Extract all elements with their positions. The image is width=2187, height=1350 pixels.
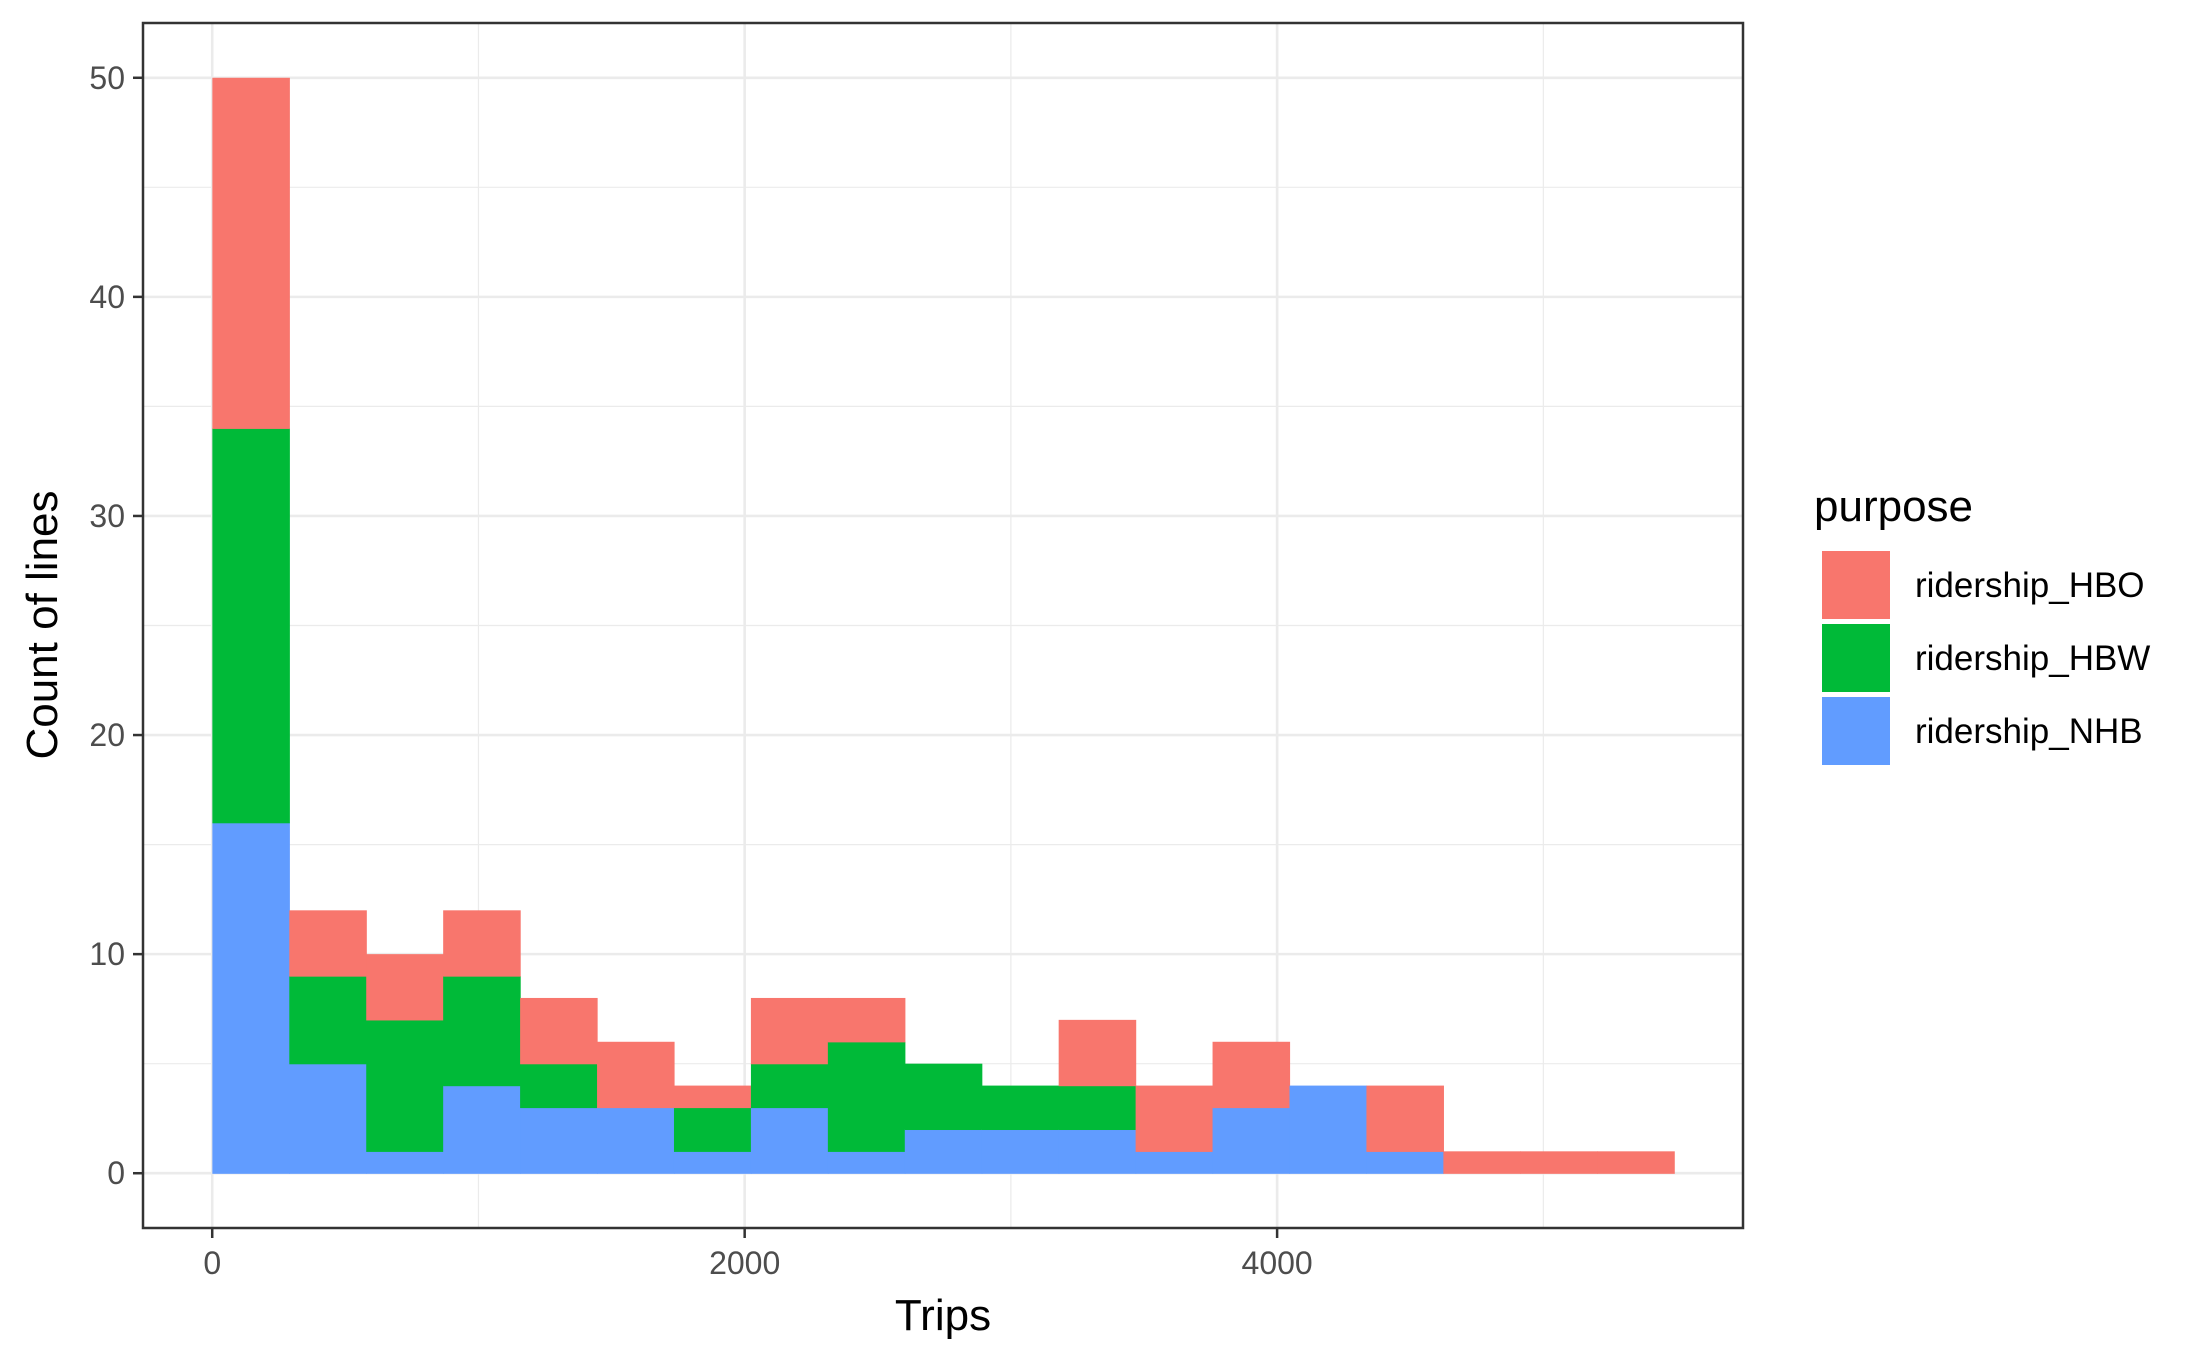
bar-ridership-hbo <box>520 997 598 1065</box>
bar-ridership-hbw <box>520 1063 598 1109</box>
bar-ridership-hbo <box>1212 1041 1291 1109</box>
bar-ridership-nhb <box>1212 1107 1291 1174</box>
y-tick-label: 50 <box>89 60 125 96</box>
x-axis: 0 2000 4000 <box>203 1228 1313 1281</box>
bar-ridership-hbo <box>1520 1151 1598 1174</box>
x-tick-label: 4000 <box>1242 1245 1313 1281</box>
bar-ridership-hbo <box>1443 1151 1521 1174</box>
y-tick-label: 40 <box>89 279 125 315</box>
legend-label: ridership_NHB <box>1915 712 2143 751</box>
bar-ridership-hbw <box>673 1107 752 1152</box>
bars <box>212 77 1675 1174</box>
bar-ridership-hbo <box>289 910 367 977</box>
bar-ridership-hbw <box>981 1085 1060 1131</box>
bar-ridership-nhb <box>904 1129 983 1174</box>
bar-ridership-nhb <box>750 1107 829 1174</box>
gridlines <box>143 23 1743 1228</box>
bar-ridership-nhb <box>673 1151 752 1174</box>
y-axis: 0 10 20 30 40 50 <box>89 60 143 1191</box>
bar-ridership-nhb <box>981 1129 1060 1174</box>
legend-swatch <box>1822 624 1890 692</box>
bar-ridership-hbw <box>1058 1085 1137 1131</box>
bar-ridership-hbw <box>289 976 367 1065</box>
bar-ridership-hbo <box>673 1085 752 1109</box>
x-axis-title: Trips <box>895 1291 991 1340</box>
legend-items: ridership_HBO ridership_HBW ridership_NHB <box>1822 551 2150 765</box>
y-tick-label: 10 <box>89 936 125 972</box>
bar-ridership-hbo <box>827 997 906 1043</box>
bar-ridership-hbo <box>1135 1085 1214 1152</box>
bar-ridership-hbw <box>904 1063 983 1131</box>
x-tick-label: 0 <box>203 1245 221 1281</box>
y-tick-label: 0 <box>107 1155 125 1191</box>
y-tick-label: 30 <box>89 498 125 534</box>
bar-ridership-hbo <box>443 910 521 977</box>
plot-border <box>141 21 1745 1230</box>
bar-ridership-hbw <box>827 1041 906 1152</box>
bar-ridership-hbo <box>366 954 444 1021</box>
y-axis-title: Count of lines <box>18 490 67 759</box>
bar-ridership-nhb <box>827 1151 906 1174</box>
bar-ridership-nhb <box>1058 1129 1137 1174</box>
legend: purpose ridership_HBOridership_HBWriders… <box>1814 482 2150 765</box>
bar-ridership-hbw <box>750 1063 829 1109</box>
x-tick-label: 2000 <box>709 1245 780 1281</box>
bar-ridership-hbw <box>212 428 290 824</box>
bar-ridership-hbo <box>750 997 829 1065</box>
bar-ridership-nhb <box>289 1063 367 1174</box>
legend-label: ridership_HBO <box>1915 566 2145 605</box>
bar-ridership-hbo <box>1597 1151 1675 1174</box>
legend-swatch <box>1822 551 1890 619</box>
bar-ridership-nhb <box>520 1107 598 1174</box>
bar-ridership-hbo <box>1058 1019 1137 1087</box>
bar-ridership-hbw <box>366 1019 444 1152</box>
bar-ridership-nhb <box>212 822 290 1174</box>
bar-ridership-nhb <box>1289 1085 1368 1174</box>
legend-label: ridership_HBW <box>1915 639 2150 678</box>
legend-title: purpose <box>1814 482 1973 531</box>
bar-ridership-hbo <box>597 1041 675 1109</box>
bar-ridership-hbo <box>212 77 290 429</box>
bar-ridership-nhb <box>1135 1151 1214 1174</box>
y-tick-label: 20 <box>89 717 125 753</box>
bar-ridership-nhb <box>597 1107 675 1174</box>
bar-ridership-hbw <box>443 976 521 1087</box>
legend-swatch <box>1822 697 1890 765</box>
bar-ridership-hbo <box>1366 1085 1444 1152</box>
bar-ridership-nhb <box>443 1085 521 1174</box>
bar-ridership-nhb <box>1366 1151 1444 1174</box>
bar-ridership-nhb <box>366 1151 444 1174</box>
